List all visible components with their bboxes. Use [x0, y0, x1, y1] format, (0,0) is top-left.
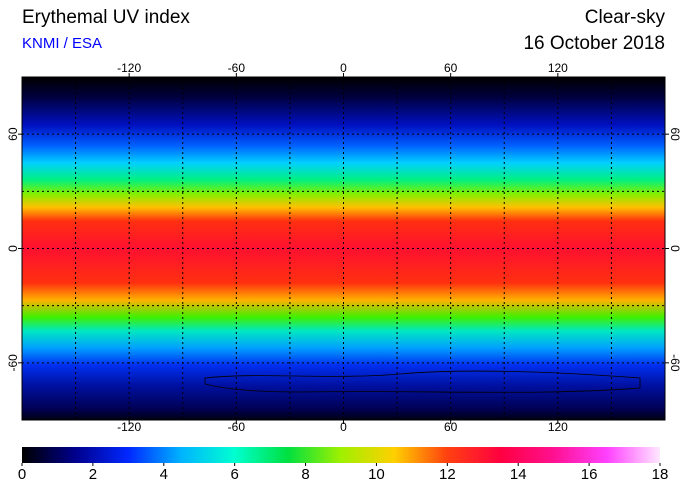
- colorbar-label: 16: [581, 466, 598, 483]
- condition: Clear-sky: [585, 7, 666, 28]
- x-tick-label-bottom: -120: [117, 420, 141, 434]
- colorbar-label: 6: [230, 466, 238, 483]
- x-tick-label-top: -120: [117, 61, 141, 75]
- colorbar-label: 10: [368, 466, 385, 483]
- y-tick-label-right: -60: [668, 354, 682, 372]
- x-tick-label-bottom: -60: [228, 420, 246, 434]
- x-tick-label-top: 120: [548, 61, 568, 75]
- x-tick-label-bottom: 0: [340, 420, 347, 434]
- colorbar-label: 8: [301, 466, 309, 483]
- y-tick-label-right: 0: [668, 245, 682, 252]
- colorbar-label: 14: [510, 466, 527, 483]
- source: KNMI / ESA: [22, 35, 102, 52]
- colorbar-label: 18: [652, 466, 669, 483]
- date: 16 October 2018: [523, 33, 665, 54]
- x-tick-label-bottom: 60: [444, 420, 458, 434]
- y-tick-label-left: 60: [6, 127, 20, 141]
- x-tick-label-top: 0: [340, 61, 347, 75]
- x-tick-label-top: 60: [444, 61, 458, 75]
- y-tick-label-left: -60: [6, 354, 20, 372]
- y-tick-label-right: 60: [668, 127, 682, 141]
- antarctica-outline: [204, 370, 641, 393]
- colorbar: [22, 447, 660, 463]
- x-tick-label-bottom: 120: [548, 420, 568, 434]
- colorbar-label: 0: [18, 466, 26, 483]
- colorbar-label: 2: [89, 466, 97, 483]
- colorbar-label: 4: [160, 466, 168, 483]
- title: Erythemal UV index: [22, 7, 190, 28]
- x-tick-label-top: -60: [228, 61, 246, 75]
- y-tick-label-left: 0: [6, 245, 20, 252]
- colorbar-label: 12: [439, 466, 456, 483]
